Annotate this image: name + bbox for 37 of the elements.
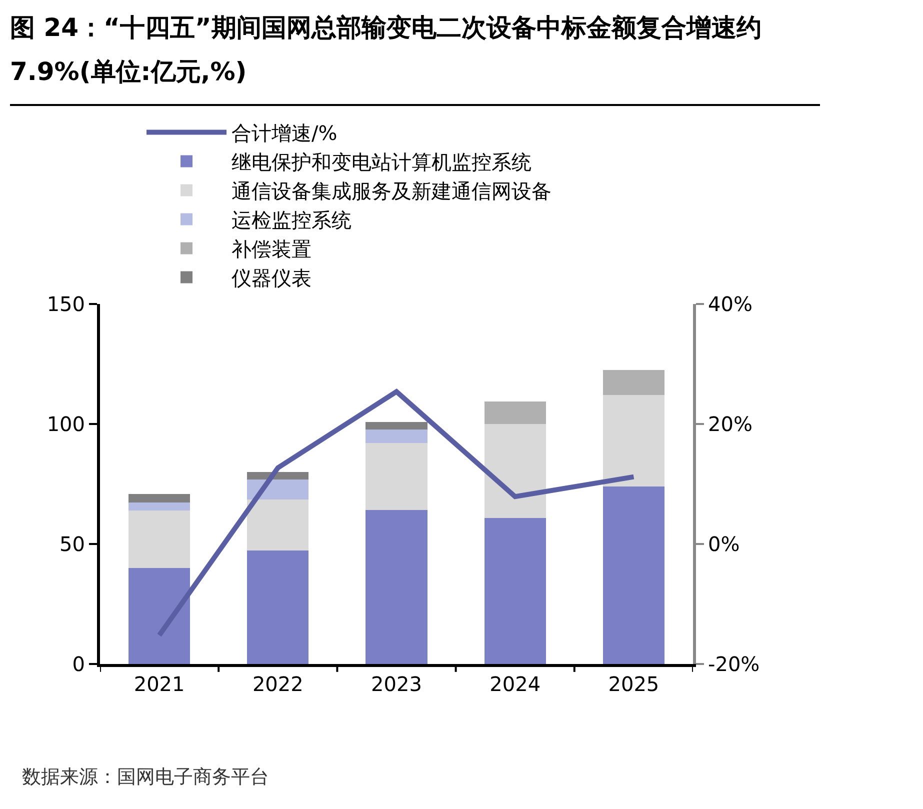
bar [128, 510, 190, 568]
y2-tick-label: 0% [708, 532, 740, 556]
x-tick-label: 2022 [252, 672, 304, 696]
bar [602, 395, 665, 487]
legend-label: 合计增速/% [232, 121, 338, 146]
bar [128, 502, 190, 510]
y-tick-label: 100 [46, 412, 85, 436]
y-tick-label: 0 [72, 652, 85, 676]
bar [128, 494, 190, 502]
bar [366, 442, 428, 510]
bar [484, 424, 546, 518]
bar [128, 568, 190, 664]
x-tick-label: 2023 [371, 672, 422, 696]
legend-label: 运检监控系统 [232, 208, 352, 232]
legend-label: 继电保护和变电站计算机监控系统 [232, 150, 532, 174]
bar [484, 518, 546, 664]
bar [366, 429, 428, 443]
bar [247, 550, 309, 664]
x-tick-label: 2021 [134, 672, 185, 696]
bar [602, 486, 665, 664]
bar [366, 510, 428, 664]
y2-tick-label: 40% [708, 292, 752, 316]
y-tick-label: 50 [60, 532, 85, 556]
x-tick-label: 2024 [490, 672, 541, 696]
legend-label: 通信设备集成服务及新建通信网设备 [232, 179, 552, 204]
legend-label: 仪器仪表 [232, 266, 312, 290]
y-tick-label: 150 [46, 292, 85, 316]
bar [602, 370, 665, 396]
bar [247, 500, 309, 550]
y2-tick-label: 20% [708, 412, 752, 436]
legend-label: 补偿装置 [232, 237, 312, 262]
x-tick-label: 2025 [608, 672, 660, 696]
bar [484, 402, 546, 424]
chart-title: 图 24：“十四五”期间国网总部输变电二次设备中标金额复合增速约 7.9%(单位:亿元,%) [10, 12, 762, 88]
source-note: 数据来源：国网电子商务平台 [22, 765, 269, 790]
y2-tick-label: -20% [708, 652, 760, 676]
bar [366, 422, 428, 430]
